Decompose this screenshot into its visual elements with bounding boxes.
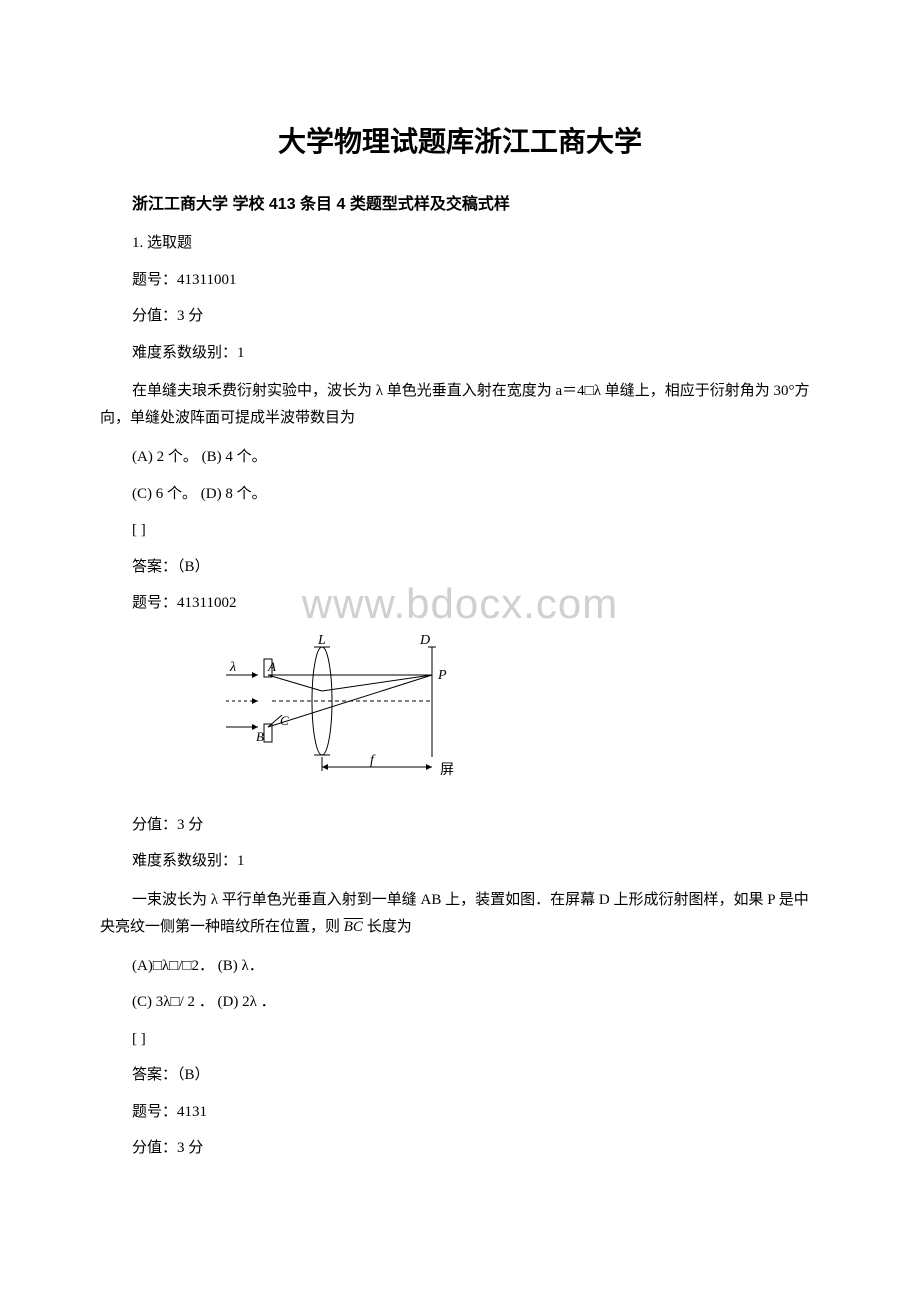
q2-answer: 答案：（B） (100, 1064, 820, 1087)
svg-text:C: C (280, 713, 289, 728)
q3-score: 分值：3 分 (100, 1137, 820, 1160)
svg-text:屏: 屏 (440, 763, 454, 778)
svg-text:A: A (267, 659, 276, 674)
q1-option-ab: (A) 2 个。 (B) 4 个。 (100, 446, 820, 469)
svg-text:P: P (437, 668, 447, 683)
q3-number: 题号：4131 (100, 1101, 820, 1124)
q2-question-part1: 一束波长为 λ 平行单色光垂直入射到一单缝 AB 上，装置如图．在屏幕 D 上形… (100, 892, 809, 935)
optics-diagram: L D λ A B C P f 屏 (220, 629, 820, 794)
subtitle: 浙江工商大学 学校 413 条目 4 类题型式样及交稿式样 (100, 190, 820, 214)
svg-text:B: B (256, 729, 264, 744)
q2-question-part2: 长度为 (363, 919, 412, 935)
q1-option-cd: (C) 6 个。 (D) 8 个。 (100, 483, 820, 506)
q1-difficulty: 难度系数级别：1 (100, 342, 820, 365)
q2-difficulty: 难度系数级别：1 (100, 850, 820, 873)
q2-question: 一束波长为 λ 平行单色光垂直入射到一单缝 AB 上，装置如图．在屏幕 D 上形… (100, 887, 820, 941)
section-header: 1. 选取题 (100, 232, 820, 255)
q1-score: 分值：3 分 (100, 305, 820, 328)
svg-text:L: L (317, 633, 326, 648)
q2-option-cd: (C) 3λ□/ 2 ． (D) 2λ ． (100, 991, 820, 1014)
q2-number: 题号：41311002 (100, 592, 820, 615)
q2-bracket: [ ] (100, 1028, 820, 1051)
svg-text:λ: λ (229, 660, 236, 675)
diagram-svg: L D λ A B C P f 屏 (220, 629, 500, 789)
svg-text:f: f (370, 753, 376, 768)
q2-option-ab: (A)□λ□/□2． (B) λ． (100, 955, 820, 978)
q1-answer: 答案：（B） (100, 556, 820, 579)
q2-bc: BC (344, 919, 363, 935)
q2-score: 分值：3 分 (100, 814, 820, 837)
q1-question: 在单缝夫琅禾费衍射实验中，波长为 λ 单色光垂直入射在宽度为 a＝4□λ 单缝上… (100, 378, 820, 432)
q1-bracket: [ ] (100, 519, 820, 542)
q1-number: 题号：41311001 (100, 269, 820, 292)
svg-text:D: D (419, 633, 430, 648)
page-title: 大学物理试题库浙江工商大学 (100, 120, 820, 160)
